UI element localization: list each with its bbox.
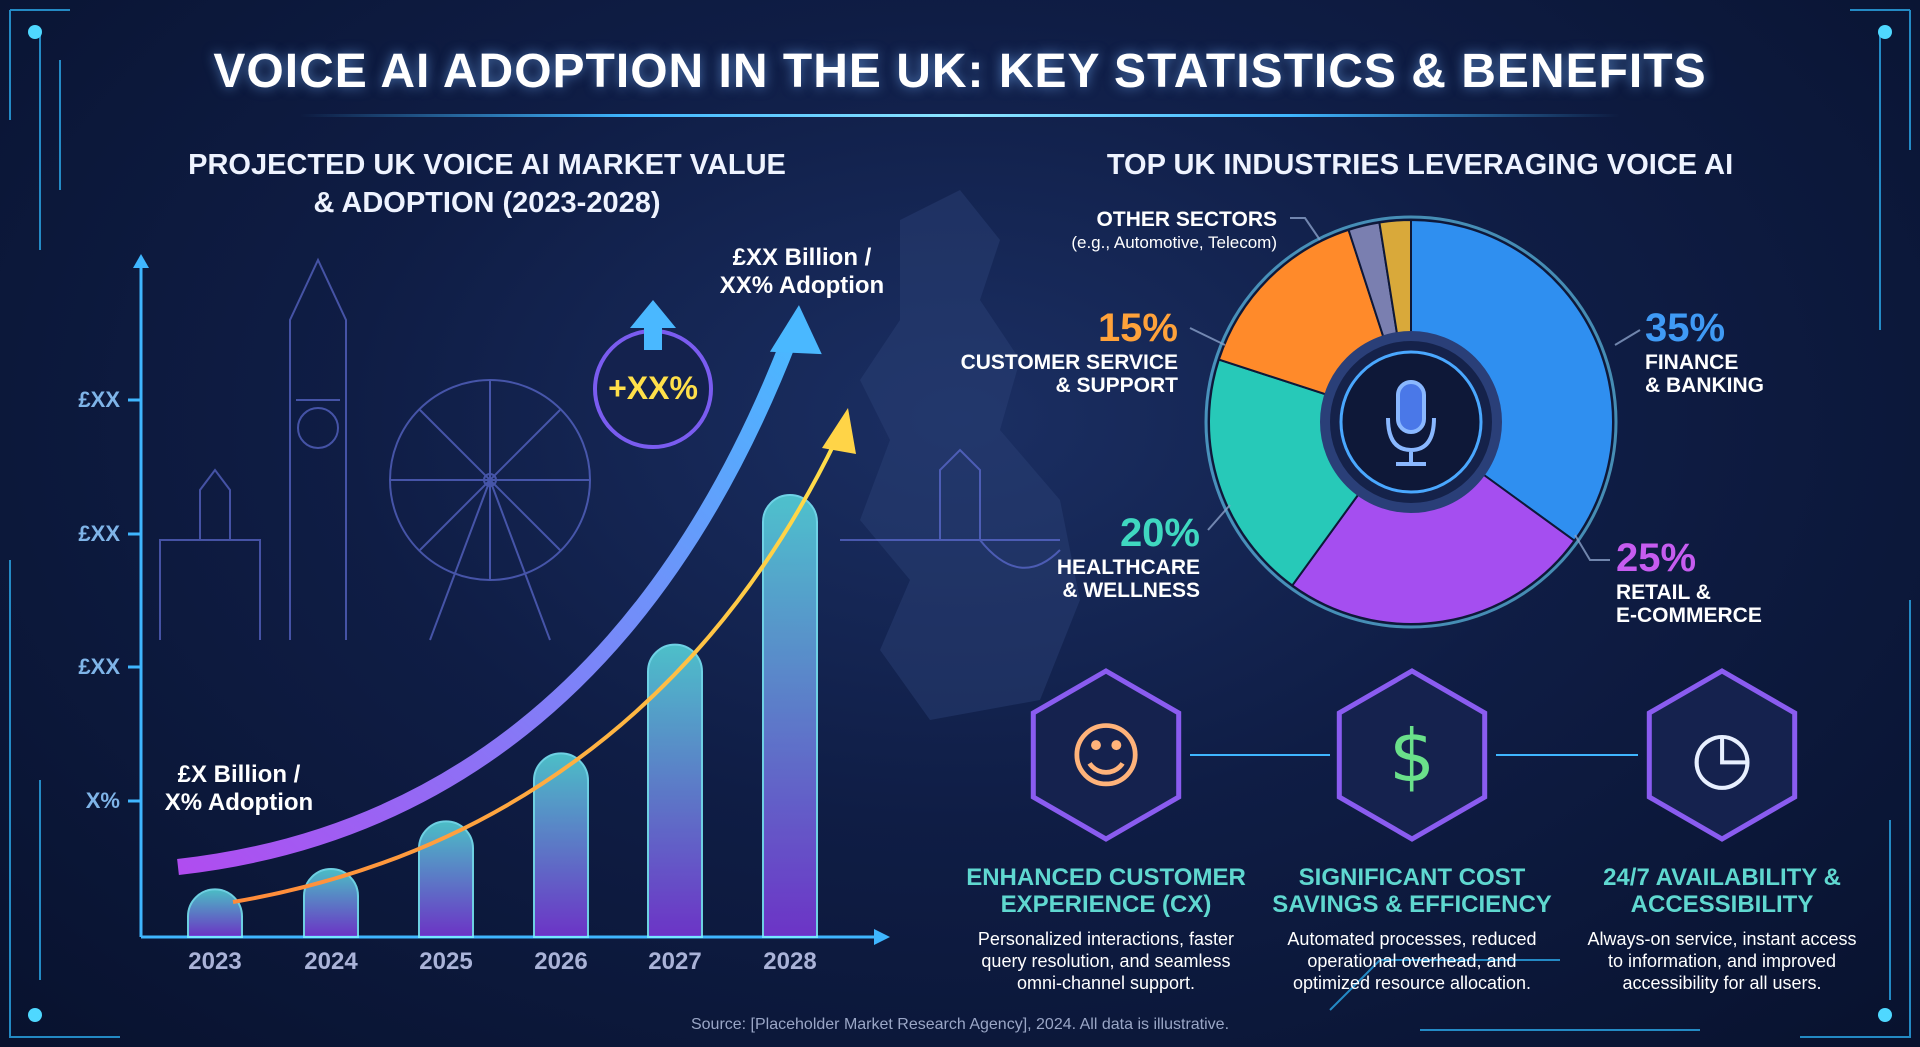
bar-chart-title: PROJECTED UK VOICE AI MARKET VALUE & ADO… [137, 146, 837, 222]
benefit-title: SIGNIFICANT COST SAVINGS & EFFICIENCY [1252, 864, 1572, 918]
bar-2026 [533, 752, 589, 938]
benefit-title-line: EXPERIENCE (CX) [1000, 891, 1212, 918]
start-annotation-line: X% Adoption [164, 789, 314, 816]
benefit-title-line: SIGNIFICANT COST [1298, 864, 1526, 891]
market-value-arrow [177, 335, 798, 875]
pie-percent: 35% [1645, 306, 1726, 350]
bar-2027 [647, 643, 703, 938]
microphone-icon [1386, 380, 1436, 466]
pie-label-line: FINANCE [1645, 351, 1739, 374]
pie-label-line: HEALTHCARE [1056, 556, 1200, 579]
pie-leader-lines [1189, 217, 1641, 561]
pie-percent: 20% [1119, 511, 1200, 555]
benefit-title-line: SAVINGS & EFFICIENCY [1272, 891, 1552, 918]
benefit-availability: 24/7 AVAILABILITY & ACCESSIBILITY Always-… [1587, 864, 1882, 994]
benefit-title-line: ACCESSIBILITY [1630, 891, 1814, 918]
pie-label-retail: 25% RETAIL & E-COMMERCE [1616, 535, 1856, 627]
adoption-arrowhead [822, 408, 856, 454]
benefit-title-line: ENHANCED CUSTOMER [966, 864, 1246, 891]
benefit-cost-savings: SIGNIFICANT COST SAVINGS & EFFICIENCY Aut… [1272, 864, 1572, 994]
benefit-title-line: 24/7 AVAILABILITY & [1603, 864, 1841, 891]
x-tick-label: 2027 [648, 948, 702, 975]
start-annotation: £X Billion / X% Adoption [139, 761, 339, 817]
benefit-desc-line: accessibility for all users. [1622, 973, 1822, 993]
pie-label-finance: 35% FINANCE & BANKING [1645, 305, 1885, 397]
growth-badge: +XX% [608, 370, 698, 406]
pie-percent: 15% [1097, 306, 1178, 350]
page-title: VOICE AI ADOPTION IN THE UK: KEY STATIST… [213, 45, 1707, 98]
end-annotation-line: XX% Adoption [719, 272, 885, 299]
benefit-desc-line: query resolution, and seamless [981, 951, 1231, 971]
end-annotation-line: £XX Billion / [732, 244, 872, 271]
benefit-desc-line: omni-channel support. [1016, 973, 1196, 993]
y-tick-label: X% [85, 788, 120, 813]
pie-chart-title: TOP UK INDUSTRIES LEVERAGING VOICE AI [1106, 149, 1734, 181]
london-skyline [159, 257, 1061, 641]
benefit-desc-line: Personalized interactions, faster [977, 929, 1235, 949]
circuit-frame [9, 9, 1911, 1038]
title-divider [300, 114, 1620, 117]
pie-label-title: OTHER SECTORS [1096, 208, 1277, 231]
pie-label-line: RETAIL & [1616, 581, 1711, 604]
y-tick-label: £XX [78, 521, 120, 546]
money-savings-icon: $ [1389, 714, 1435, 798]
bar-2023 [187, 888, 243, 938]
benefit-hexagon [1030, 668, 1182, 842]
x-tick-label: 2025 [419, 948, 473, 975]
clock-calendar-icon: ◷ [1691, 714, 1754, 798]
pie-slice-finance-banking [1410, 218, 1614, 543]
bar-chart-title-line1: PROJECTED UK VOICE AI MARKET VALUE [188, 149, 786, 181]
x-tick-label: 2026 [534, 948, 588, 975]
pie-label-other: OTHER SECTORS (e.g., Automotive, Telecom… [900, 208, 1277, 254]
pie-glow-ring [1204, 215, 1618, 629]
bar-chart-title-line2: & ADOPTION (2023-2028) [313, 187, 661, 219]
pie-slice-retail-e-commerce [1290, 420, 1576, 625]
x-tick-label: 2023 [188, 948, 242, 975]
benefit-desc: Automated processes, reduced operational … [1262, 928, 1562, 994]
bar-chart-axes [128, 254, 890, 945]
benefit-hexagon [1646, 668, 1798, 842]
pie-label-healthcare: 20% HEALTHCARE & WELLNESS [960, 510, 1200, 602]
uk-map [860, 190, 1080, 720]
pie-percent: 25% [1616, 536, 1697, 580]
pie-label-line: & WELLNESS [1062, 579, 1200, 602]
y-tick-label: £XX [78, 387, 120, 412]
benefit-desc-line: Automated processes, reduced [1287, 929, 1537, 949]
x-tick-label: 2028 [763, 948, 817, 975]
benefit-title: 24/7 AVAILABILITY & ACCESSIBILITY [1562, 864, 1882, 918]
bar-2028 [762, 494, 818, 938]
pie-label-line: & BANKING [1645, 374, 1764, 397]
y-tick-label: £XX [78, 654, 120, 679]
pie-label-subtitle: (e.g., Automotive, Telecom) [1071, 233, 1277, 252]
happy-customer-icon: ☺ [1068, 714, 1143, 798]
market-value-arrowhead [769, 305, 822, 355]
adoption-arrow [232, 439, 838, 904]
up-arrow-icon [630, 300, 676, 350]
benefit-desc-line: operational overhead, and [1307, 951, 1517, 971]
benefit-desc: Personalized interactions, faster query r… [956, 928, 1256, 994]
start-annotation-line: £X Billion / [177, 761, 301, 788]
bar-2025 [418, 820, 474, 938]
pie-label-line: CUSTOMER SERVICE [960, 351, 1178, 374]
benefit-desc-line: optimized resource allocation. [1292, 973, 1532, 993]
benefit-customer-experience: ENHANCED CUSTOMER EXPERIENCE (CX) Persona… [966, 864, 1266, 994]
pie-label-customer-service: 15% CUSTOMER SERVICE & SUPPORT [900, 305, 1178, 397]
pie-label-line: & SUPPORT [1055, 374, 1178, 397]
pie-label-line: E-COMMERCE [1616, 604, 1762, 627]
x-tick-label: 2024 [304, 948, 358, 975]
benefit-title: ENHANCED CUSTOMER EXPERIENCE (CX) [946, 864, 1266, 918]
benefit-desc: Always-on service, instant access to info… [1572, 928, 1872, 994]
benefit-hexagon [1336, 668, 1488, 842]
benefit-desc-line: to information, and improved [1607, 951, 1837, 971]
benefit-desc-line: Always-on service, instant access [1587, 929, 1857, 949]
end-annotation: £XX Billion / XX% Adoption [692, 244, 912, 300]
source-note: Source: [Placeholder Market Research Age… [690, 1016, 1230, 1033]
